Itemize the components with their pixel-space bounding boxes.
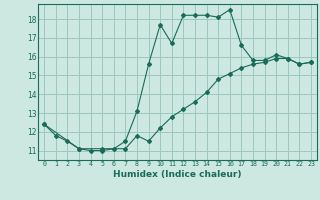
X-axis label: Humidex (Indice chaleur): Humidex (Indice chaleur) [113, 170, 242, 179]
